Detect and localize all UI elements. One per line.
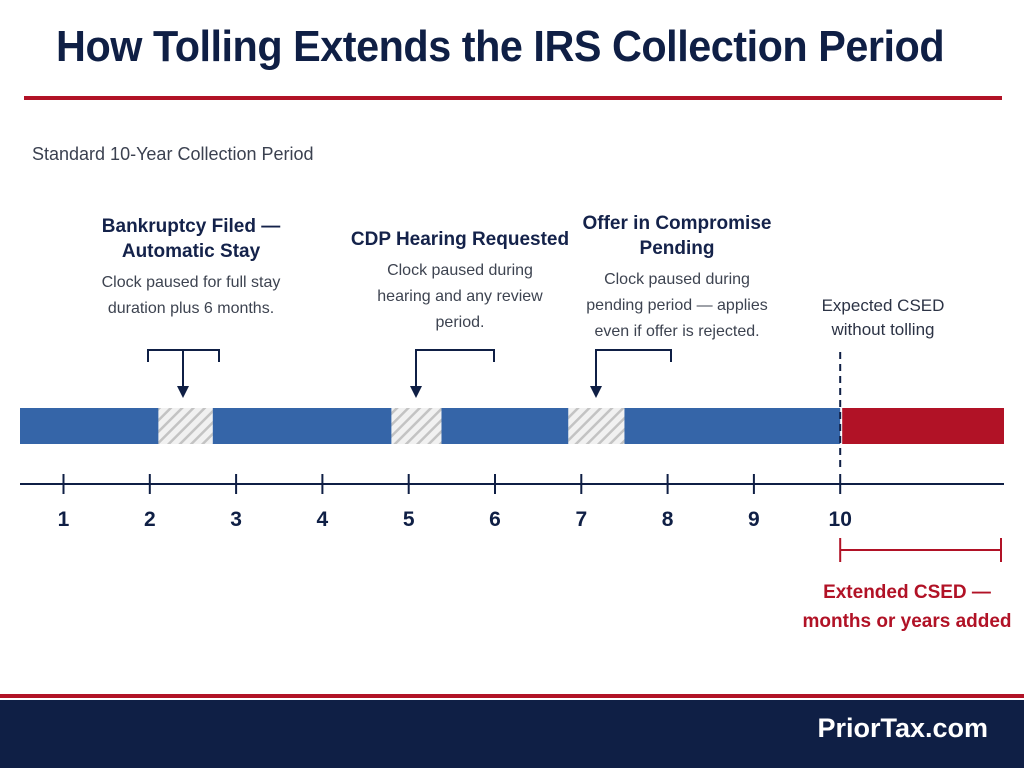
event-description: Clock paused for full stay duration plus… [86, 270, 296, 322]
axis-tick-label: 8 [662, 508, 674, 531]
pause-bracket [147, 349, 220, 398]
axis-tick-label: 7 [575, 508, 587, 531]
event-desc-line: Clock paused during [604, 271, 750, 288]
expected-csed-label: Expected CSED without tolling [808, 294, 958, 342]
axis-tick-label: 9 [748, 508, 760, 531]
event-desc-line: hearing and any review [377, 288, 543, 305]
event-description: Clock paused during hearing and any revi… [350, 258, 570, 336]
arrow-down-icon [177, 386, 189, 398]
event-desc-line: pending period — applies [586, 297, 768, 314]
csed-label-line: Expected CSED [821, 296, 945, 315]
event-title-line: Pending [639, 238, 715, 259]
active-segment [624, 408, 841, 444]
event-title: Bankruptcy Filed — Automatic Stay [86, 214, 296, 264]
footer-divider [0, 694, 1024, 698]
axis-tick-label: 2 [144, 508, 156, 531]
csed-label-line: without tolling [831, 320, 935, 339]
arrow-down-icon [410, 386, 422, 398]
extension-bracket [839, 538, 1002, 562]
active-segment [212, 408, 392, 444]
timeline-bar [20, 408, 1004, 444]
title-divider [24, 96, 1002, 100]
section-label: Standard 10-Year Collection Period [32, 144, 314, 164]
extension-segment [842, 408, 1004, 444]
event-offer-in-compromise: Offer in Compromise Pending Clock paused… [572, 211, 782, 345]
bracket-line [415, 349, 495, 362]
event-bankruptcy: Bankruptcy Filed — Automatic Stay Clock … [86, 214, 296, 322]
event-title: Offer in Compromise Pending [572, 211, 782, 261]
axis-tick-label: 5 [403, 508, 415, 531]
event-title-line: Bankruptcy Filed — [101, 216, 281, 237]
axis-tick-label: 3 [230, 508, 242, 531]
event-title-line: Automatic Stay [121, 241, 261, 262]
paused-segment [568, 408, 625, 444]
event-desc-line: duration plus 6 months. [107, 300, 275, 317]
footer-bar [0, 700, 1024, 768]
event-description: Clock paused during pending period — app… [572, 267, 782, 345]
axis-tick-label: 4 [317, 508, 329, 531]
active-segment [20, 408, 159, 444]
timeline-diagram: 1 2 3 4 5 6 7 8 9 10 [20, 349, 1004, 562]
ext-label-line: months or years added [802, 611, 1012, 632]
pause-bracket [410, 349, 495, 398]
event-title-line: CDP Hearing Requested [350, 229, 570, 250]
paused-segment [158, 408, 213, 444]
arrow-down-icon [590, 386, 602, 398]
active-segment [441, 408, 569, 444]
axis-tick-label: 1 [58, 508, 70, 531]
pause-bracket [590, 349, 672, 398]
pause-brackets [147, 349, 672, 398]
brand-link[interactable]: PriorTax.com [817, 713, 988, 743]
event-title: CDP Hearing Requested [350, 227, 570, 252]
event-desc-line: Clock paused during [387, 262, 533, 279]
paused-segment [391, 408, 442, 444]
axis-tick-label: 6 [489, 508, 501, 531]
event-title-line: Offer in Compromise [582, 213, 772, 234]
axis-ticks: 1 2 3 4 5 6 7 8 9 10 [58, 474, 852, 531]
axis-tick-label: 10 [829, 508, 852, 531]
ext-label-line: Extended CSED — [823, 582, 991, 603]
event-desc-line: period. [435, 314, 485, 331]
page-title: How Tolling Extends the IRS Collection P… [56, 22, 945, 71]
bracket-line [595, 349, 672, 362]
event-cdp-hearing: CDP Hearing Requested Clock paused durin… [350, 227, 570, 336]
event-desc-line: even if offer is rejected. [594, 323, 760, 340]
extended-csed-label: Extended CSED — months or years added [802, 578, 1012, 636]
event-desc-line: Clock paused for full stay [101, 274, 281, 291]
